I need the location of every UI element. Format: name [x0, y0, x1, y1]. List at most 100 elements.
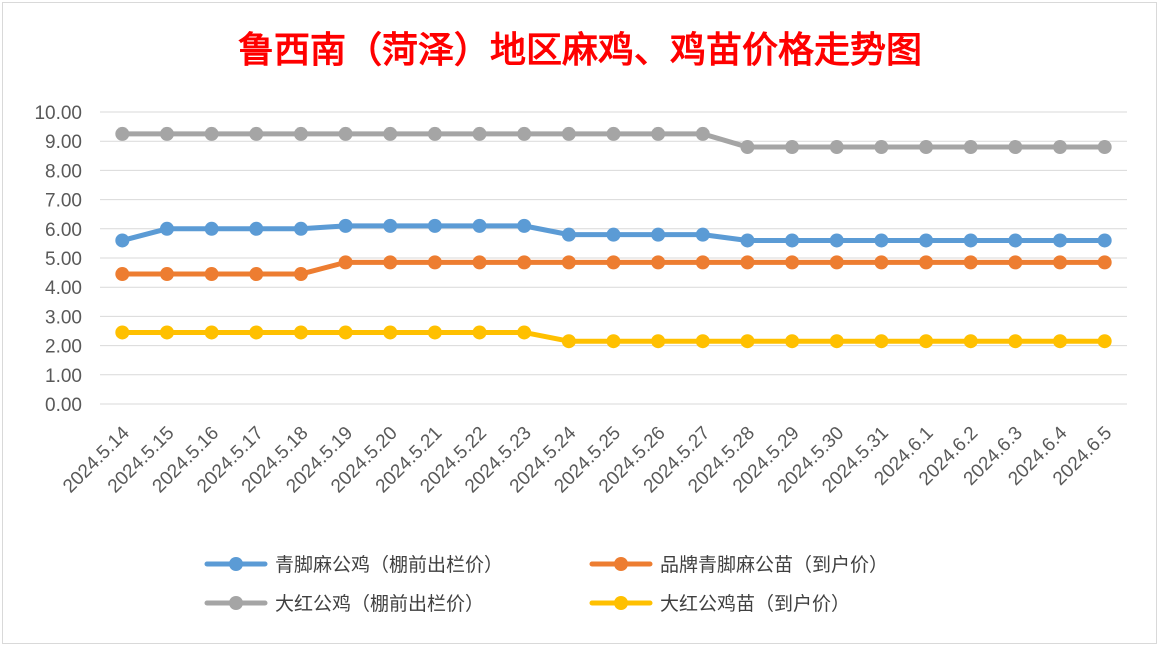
- data-point: [293, 267, 308, 282]
- data-point: [1053, 334, 1068, 349]
- data-point: [651, 255, 666, 270]
- y-tick-label: 7.00: [45, 191, 82, 212]
- data-point: [517, 218, 532, 233]
- data-point: [740, 255, 755, 270]
- y-tick-label: 2.00: [45, 337, 82, 358]
- data-point: [338, 325, 353, 340]
- data-point: [1008, 140, 1023, 155]
- data-point: [651, 227, 666, 242]
- data-point: [561, 334, 576, 349]
- legend-item: 品牌青脚麻公苗（到户价）: [589, 554, 888, 576]
- data-point: [293, 221, 308, 236]
- data-point: [561, 126, 576, 141]
- legend-label: 大红公鸡（棚前出栏价）: [275, 593, 484, 615]
- chart-title: 鲁西南（菏泽）地区麻鸡、鸡苗价格走势图: [238, 29, 922, 71]
- data-point: [651, 126, 666, 141]
- y-tick-label: 0.00: [45, 395, 82, 416]
- data-point: [338, 255, 353, 270]
- data-point: [293, 325, 308, 340]
- y-tick-label: 8.00: [45, 161, 82, 182]
- data-point: [115, 325, 130, 340]
- data-point: [740, 140, 755, 155]
- y-tick-label: 3.00: [45, 307, 82, 328]
- data-point: [606, 126, 621, 141]
- legend-swatch-marker: [229, 557, 243, 571]
- data-point: [829, 233, 844, 248]
- data-point: [517, 255, 532, 270]
- data-point: [383, 126, 398, 141]
- data-point: [249, 267, 264, 282]
- data-point: [1097, 255, 1112, 270]
- data-point: [1008, 255, 1023, 270]
- data-point: [159, 325, 174, 340]
- data-point: [963, 140, 978, 155]
- data-point: [338, 218, 353, 233]
- data-point: [695, 334, 710, 349]
- data-point: [1008, 233, 1023, 248]
- legend-swatch-marker: [614, 557, 628, 571]
- data-point: [829, 140, 844, 155]
- data-point: [695, 126, 710, 141]
- data-point: [204, 221, 219, 236]
- data-point: [561, 255, 576, 270]
- legend-label: 大红公鸡苗（到户价）: [660, 593, 850, 615]
- data-point: [695, 255, 710, 270]
- data-point: [606, 227, 621, 242]
- legend-item: 青脚麻公鸡（棚前出栏价）: [204, 554, 503, 576]
- data-point: [695, 227, 710, 242]
- x-axis-ticks: 2024.5.142024.5.152024.5.162024.5.172024…: [59, 422, 1116, 497]
- y-tick-label: 10.00: [34, 103, 82, 124]
- data-point: [606, 255, 621, 270]
- y-tick-label: 9.00: [45, 132, 82, 153]
- data-point: [115, 267, 130, 282]
- data-point: [472, 325, 487, 340]
- data-point: [740, 334, 755, 349]
- data-point: [561, 227, 576, 242]
- data-point: [472, 126, 487, 141]
- data-point: [606, 334, 621, 349]
- data-point: [159, 267, 174, 282]
- data-point: [829, 255, 844, 270]
- data-point: [785, 140, 800, 155]
- series-1: [115, 255, 1112, 282]
- data-point: [249, 126, 264, 141]
- data-point: [785, 255, 800, 270]
- data-point: [1053, 255, 1068, 270]
- data-point: [249, 325, 264, 340]
- y-tick-label: 1.00: [45, 366, 82, 387]
- data-point: [740, 233, 755, 248]
- data-point: [919, 255, 934, 270]
- data-point: [383, 325, 398, 340]
- data-point: [517, 325, 532, 340]
- series-3: [115, 325, 1112, 349]
- y-tick-label: 4.00: [45, 278, 82, 299]
- data-point: [1097, 334, 1112, 349]
- data-point: [204, 126, 219, 141]
- legend-label: 品牌青脚麻公苗（到户价）: [660, 554, 888, 576]
- data-point: [427, 325, 442, 340]
- data-point: [204, 325, 219, 340]
- data-point: [785, 233, 800, 248]
- data-point: [115, 233, 130, 248]
- legend-item: 大红公鸡（棚前出栏价）: [204, 593, 484, 615]
- data-point: [1053, 233, 1068, 248]
- data-point: [1097, 233, 1112, 248]
- data-point: [249, 221, 264, 236]
- data-point: [874, 255, 889, 270]
- series-0: [115, 218, 1112, 248]
- data-point: [963, 255, 978, 270]
- data-point: [919, 233, 934, 248]
- data-point: [1053, 140, 1068, 155]
- legend-label: 青脚麻公鸡（棚前出栏价）: [275, 554, 503, 576]
- legend-swatch-marker: [229, 596, 243, 610]
- y-axis-ticks: 0.00 1.00 2.00 3.00 4.00 5.00 6.00 7.00 8.00 9.00…: [34, 103, 82, 416]
- data-point: [517, 126, 532, 141]
- data-point: [829, 334, 844, 349]
- data-point: [1008, 334, 1023, 349]
- legend: 青脚麻公鸡（棚前出栏价） 品牌青脚麻公苗（到户价） 大红公鸡（棚前出栏价） 大红公鸡苗…: [204, 554, 888, 615]
- data-point: [427, 126, 442, 141]
- data-point: [963, 233, 978, 248]
- data-point: [293, 126, 308, 141]
